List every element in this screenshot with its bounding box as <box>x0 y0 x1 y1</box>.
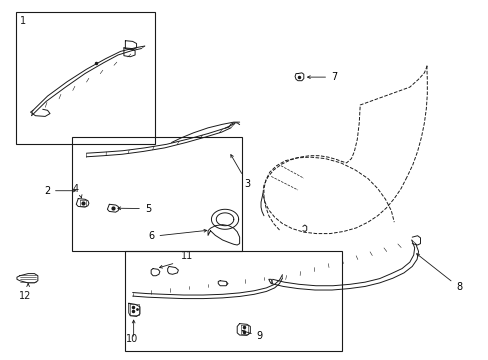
Text: 5: 5 <box>118 203 151 213</box>
Text: 6: 6 <box>148 229 206 242</box>
Text: 10: 10 <box>125 334 138 344</box>
Text: 9: 9 <box>242 330 262 342</box>
Text: 11: 11 <box>181 251 193 261</box>
Text: 4: 4 <box>72 184 78 194</box>
Text: 8: 8 <box>416 254 461 292</box>
Text: 12: 12 <box>19 292 31 301</box>
Text: 7: 7 <box>307 72 337 82</box>
Bar <box>125 251 341 351</box>
Bar <box>72 137 242 251</box>
Text: 3: 3 <box>230 155 250 189</box>
Text: 1: 1 <box>20 17 26 26</box>
Bar <box>16 12 154 144</box>
Text: 2: 2 <box>43 186 75 196</box>
